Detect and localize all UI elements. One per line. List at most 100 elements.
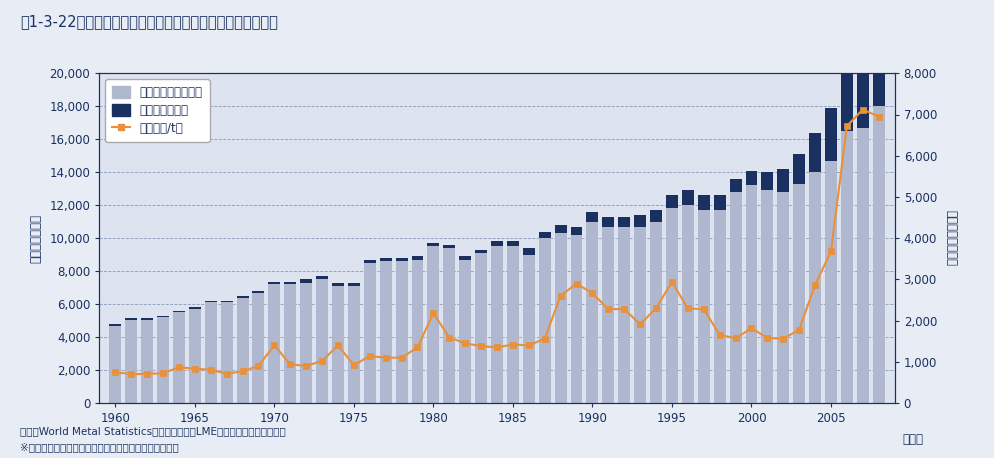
価格（＄/t） <box>332 343 344 348</box>
価格（＄/t） <box>125 371 137 377</box>
Bar <box>746 170 757 185</box>
Bar <box>602 217 614 227</box>
Text: （年）: （年） <box>903 433 923 446</box>
価格（＄/t） <box>300 363 312 369</box>
Bar <box>650 210 662 222</box>
Bar <box>300 283 312 403</box>
Bar <box>284 284 296 403</box>
価格（＄/t） <box>189 366 201 371</box>
Bar <box>777 169 789 192</box>
価格（＄/t） <box>650 305 662 311</box>
価格（＄/t） <box>825 249 837 254</box>
Bar <box>412 260 423 403</box>
Bar <box>793 184 805 403</box>
Bar <box>539 232 551 238</box>
Bar <box>793 154 805 184</box>
価格（＄/t） <box>364 353 376 359</box>
Bar <box>857 49 869 128</box>
価格（＄/t） <box>555 293 567 299</box>
Bar <box>761 172 773 191</box>
Text: ※　銅価格は、ロンドン市場における年平均の実勢価格: ※ 銅価格は、ロンドン市場における年平均の実勢価格 <box>20 442 179 452</box>
価格（＄/t） <box>316 358 328 364</box>
Bar <box>427 246 439 403</box>
Bar <box>364 263 376 403</box>
Bar <box>634 215 646 227</box>
Bar <box>109 324 121 326</box>
Bar <box>777 192 789 403</box>
Bar <box>443 245 455 248</box>
価格（＄/t） <box>730 336 742 341</box>
価格（＄/t） <box>475 344 487 349</box>
Bar <box>571 227 582 235</box>
価格（＄/t） <box>221 371 233 376</box>
Bar <box>475 250 487 253</box>
Bar <box>523 255 535 403</box>
価格（＄/t） <box>698 306 710 312</box>
価格（＄/t） <box>618 306 630 312</box>
Bar <box>809 133 821 172</box>
Bar <box>189 307 201 309</box>
Bar <box>412 256 423 260</box>
Bar <box>539 238 551 403</box>
Bar <box>841 131 853 403</box>
価格（＄/t） <box>857 107 869 112</box>
Bar <box>507 240 519 246</box>
Bar <box>221 301 233 302</box>
Bar <box>316 276 328 279</box>
Bar <box>698 195 710 210</box>
価格（＄/t） <box>539 336 551 342</box>
Bar <box>809 172 821 403</box>
Text: 図1-3-22　世界の銅（地金）消費量と銅価格（ドル）の推移: 図1-3-22 世界の銅（地金）消費量と銅価格（ドル）の推移 <box>20 14 277 29</box>
Bar <box>873 24 885 106</box>
Bar <box>475 253 487 403</box>
Bar <box>141 318 153 320</box>
Bar <box>141 320 153 403</box>
Bar <box>380 258 392 261</box>
Bar <box>443 248 455 403</box>
Bar <box>396 258 408 261</box>
Bar <box>825 108 837 161</box>
価格（＄/t） <box>459 341 471 346</box>
Bar <box>841 70 853 131</box>
価格（＄/t） <box>396 355 408 360</box>
Bar <box>252 293 264 403</box>
価格（＄/t） <box>793 327 805 333</box>
価格（＄/t） <box>746 326 757 331</box>
価格（＄/t） <box>157 371 169 376</box>
価格（＄/t） <box>777 336 789 342</box>
Bar <box>348 286 360 403</box>
Bar <box>125 320 137 403</box>
Bar <box>586 222 598 403</box>
Bar <box>348 283 360 286</box>
Bar <box>761 191 773 403</box>
価格（＄/t） <box>237 369 248 374</box>
Bar <box>602 227 614 403</box>
Y-axis label: （単位：千ｔ）: （単位：千ｔ） <box>30 214 43 262</box>
価格（＄/t） <box>602 306 614 312</box>
Bar <box>237 298 248 403</box>
価格（＄/t） <box>252 363 264 369</box>
価格（＄/t） <box>523 343 535 348</box>
価格（＄/t） <box>714 332 726 338</box>
Bar <box>746 185 757 403</box>
Bar <box>189 309 201 403</box>
Bar <box>173 312 185 403</box>
Bar <box>205 301 217 302</box>
Bar <box>666 208 678 403</box>
価格（＄/t） <box>427 311 439 316</box>
Bar <box>491 246 503 403</box>
Bar <box>205 302 217 403</box>
Bar <box>682 205 694 403</box>
Bar <box>157 316 169 317</box>
Bar <box>252 291 264 293</box>
価格（＄/t） <box>666 279 678 285</box>
Bar <box>300 279 312 283</box>
価格（＄/t） <box>173 365 185 370</box>
Bar <box>730 192 742 403</box>
Y-axis label: （単位：＄／ｔ）: （単位：＄／ｔ） <box>944 210 957 266</box>
Bar <box>650 222 662 403</box>
Bar <box>380 261 392 403</box>
価格（＄/t） <box>348 362 360 368</box>
Bar <box>491 241 503 246</box>
Bar <box>125 318 137 320</box>
